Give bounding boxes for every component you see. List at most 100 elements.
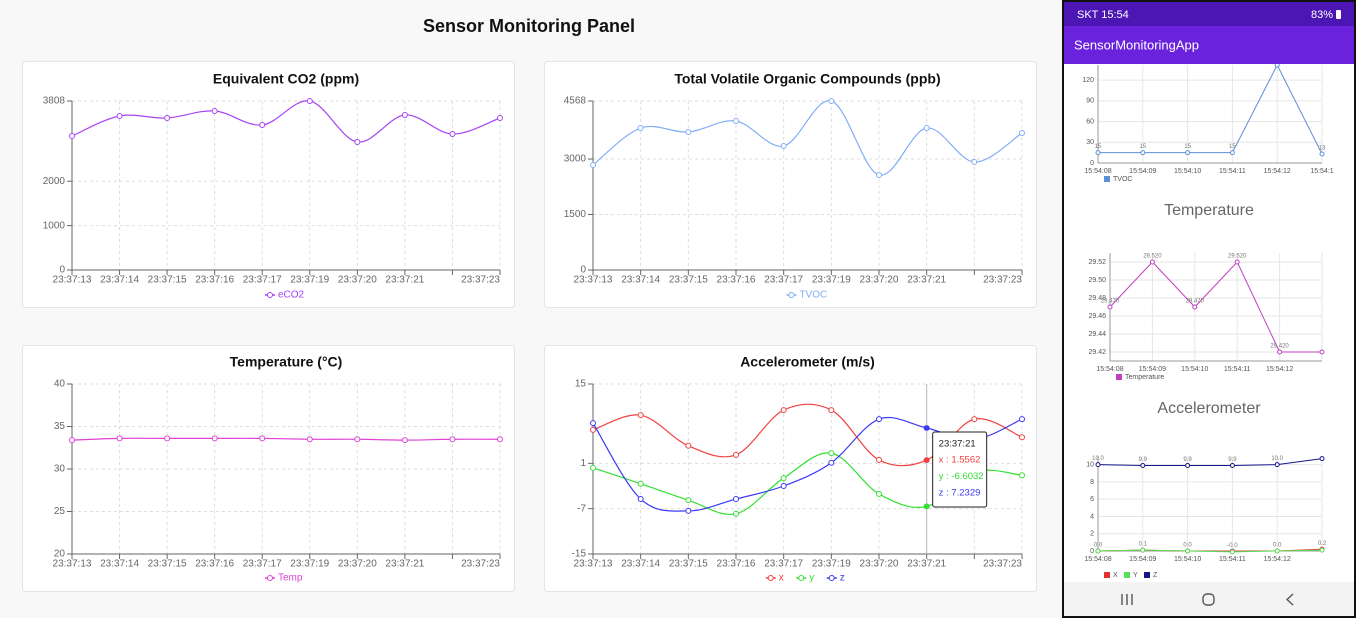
x-tick-label: 15:54:12 bbox=[1264, 556, 1291, 563]
chart-title: Temperature bbox=[1164, 202, 1254, 219]
x-tick-label: 23:37:19 bbox=[290, 275, 329, 286]
data-point bbox=[733, 451, 739, 458]
data-point bbox=[637, 125, 644, 132]
data-point bbox=[164, 114, 171, 121]
legend-label: z bbox=[840, 573, 845, 584]
data-point bbox=[211, 435, 218, 442]
chart: Accelerometer 0 2 4 6 8 10 15:54:08 15:54:09 15:5… bbox=[1084, 400, 1326, 579]
x-tick-label: 23:37:14 bbox=[100, 275, 139, 286]
data-point bbox=[1274, 548, 1280, 554]
tooltip-line: x : 1.5562 bbox=[939, 455, 981, 466]
data-point bbox=[306, 436, 313, 443]
app-bar bbox=[1064, 26, 1354, 64]
y-tick-label: 4568 bbox=[564, 96, 587, 107]
y-tick-label: 15 bbox=[575, 379, 587, 390]
y-tick-label: 3808 bbox=[43, 96, 66, 107]
data-point bbox=[401, 111, 408, 118]
y-tick-label: 1 bbox=[580, 458, 586, 469]
series-line bbox=[1097, 458, 1323, 466]
series-line bbox=[592, 100, 1023, 176]
data-point bbox=[780, 475, 787, 482]
x-tick-label: 23:37:14 bbox=[621, 275, 660, 286]
y-tick-label: -7 bbox=[577, 503, 586, 514]
data-point bbox=[828, 98, 835, 104]
chart: Total Volatile Organic Compounds (ppb) 0 1… bbox=[564, 71, 1025, 301]
data-point bbox=[876, 416, 882, 423]
data-point bbox=[637, 412, 644, 419]
chart-title: Accelerometer bbox=[1157, 400, 1261, 417]
data-label: 10.0 bbox=[1271, 456, 1283, 462]
data-label: 0.0 bbox=[1094, 543, 1103, 549]
chart-title: Accelerometer (m/s) bbox=[740, 354, 875, 370]
y-tick-label: 0 bbox=[59, 265, 65, 276]
data-label: 29.520 bbox=[1228, 254, 1247, 260]
y-tick-label: 25 bbox=[54, 506, 66, 517]
nav-back[interactable] bbox=[1285, 593, 1294, 606]
data-point bbox=[733, 496, 739, 503]
data-point bbox=[497, 436, 503, 443]
series-line bbox=[1098, 64, 1323, 155]
x-tick-label: 15:54:10 bbox=[1174, 168, 1201, 175]
y-tick-label: 8 bbox=[1090, 479, 1094, 486]
nav-home[interactable] bbox=[1202, 593, 1215, 606]
x-tick-label: 23:37:13 bbox=[53, 559, 92, 570]
data-point bbox=[1019, 472, 1025, 479]
card bbox=[22, 345, 515, 592]
x-tick-label: 23:37:13 bbox=[574, 275, 613, 286]
y-tick-label: 29.50 bbox=[1088, 277, 1106, 284]
data-point bbox=[876, 456, 882, 463]
legend-label: y bbox=[809, 573, 814, 584]
data-point bbox=[1192, 304, 1198, 310]
nav-recents[interactable] bbox=[1121, 594, 1133, 605]
x-tick-label: 23:37:23 bbox=[983, 559, 1022, 570]
y-tick-label: 30 bbox=[54, 464, 66, 475]
data-point bbox=[1277, 349, 1283, 355]
data-label: 29.520 bbox=[1143, 254, 1162, 260]
x-tick-label: 23:37:14 bbox=[621, 559, 660, 570]
x-tick-label: 23:37:23 bbox=[983, 275, 1022, 286]
data-label: 0.2 bbox=[1318, 541, 1327, 547]
chart: 0 30 60 90 120 15:54:08 15:54:09 15:54:10 15:54:… bbox=[1082, 64, 1334, 183]
active-point bbox=[924, 425, 930, 431]
y-tick-label: 0 bbox=[1090, 548, 1094, 555]
tooltip-box bbox=[932, 431, 988, 508]
card bbox=[544, 345, 1037, 592]
y-tick-label: 4 bbox=[1090, 513, 1094, 520]
data-point bbox=[449, 131, 456, 138]
data-point bbox=[1274, 64, 1280, 68]
data-point bbox=[1019, 130, 1025, 137]
y-tick-label: 0 bbox=[1090, 160, 1094, 167]
data-label: 10.0 bbox=[1092, 456, 1104, 462]
chart: Temperature 29.42 29.44 29.46 29.48 29.50 29.5… bbox=[1088, 202, 1325, 381]
data-point bbox=[590, 426, 596, 433]
legend-icon bbox=[767, 575, 774, 581]
data-point bbox=[449, 436, 456, 443]
data-label: 0.1 bbox=[1139, 542, 1148, 548]
y-tick-label: 29.48 bbox=[1088, 295, 1106, 302]
phone-screen bbox=[1064, 2, 1354, 616]
y-tick-label: 60 bbox=[1086, 118, 1094, 125]
legend-label: TVOC bbox=[1113, 176, 1132, 183]
y-tick-label: 29.52 bbox=[1088, 259, 1106, 266]
series-line bbox=[71, 100, 501, 143]
y-tick-label: 29.42 bbox=[1088, 349, 1106, 356]
x-tick-label: 23:37:23 bbox=[461, 275, 500, 286]
chart: Equivalent CO2 (ppm) 0 1000 2000 3808 23:37:1… bbox=[43, 71, 503, 301]
legend-icon bbox=[1144, 572, 1150, 578]
data-label: 0.0 bbox=[1273, 543, 1282, 549]
data-point bbox=[1229, 549, 1235, 555]
battery-icon bbox=[1336, 10, 1341, 19]
data-label: 0.0 bbox=[1183, 543, 1192, 549]
data-point bbox=[1185, 548, 1191, 554]
x-tick-label: 23:37:23 bbox=[461, 559, 500, 570]
data-point bbox=[685, 442, 692, 449]
data-point bbox=[685, 507, 692, 514]
x-tick-label: 23:37:14 bbox=[100, 559, 139, 570]
data-point bbox=[828, 450, 835, 457]
data-point bbox=[780, 142, 787, 149]
battery-level: 83% bbox=[1311, 9, 1333, 21]
data-point bbox=[1095, 462, 1101, 468]
x-tick-label: 15:54:12 bbox=[1264, 168, 1291, 175]
data-label: -0.0 bbox=[1227, 543, 1238, 549]
